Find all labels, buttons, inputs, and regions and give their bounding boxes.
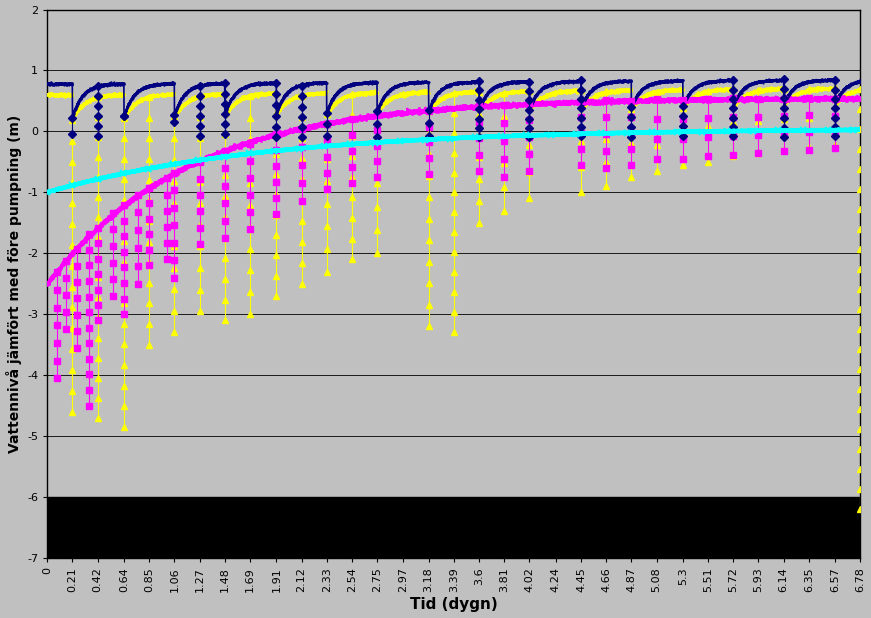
Y-axis label: Vattennivå jämfört med före pumpning (m): Vattennivå jämfört med före pumpning (m) bbox=[5, 114, 22, 453]
X-axis label: Tid (dygn): Tid (dygn) bbox=[410, 598, 497, 612]
